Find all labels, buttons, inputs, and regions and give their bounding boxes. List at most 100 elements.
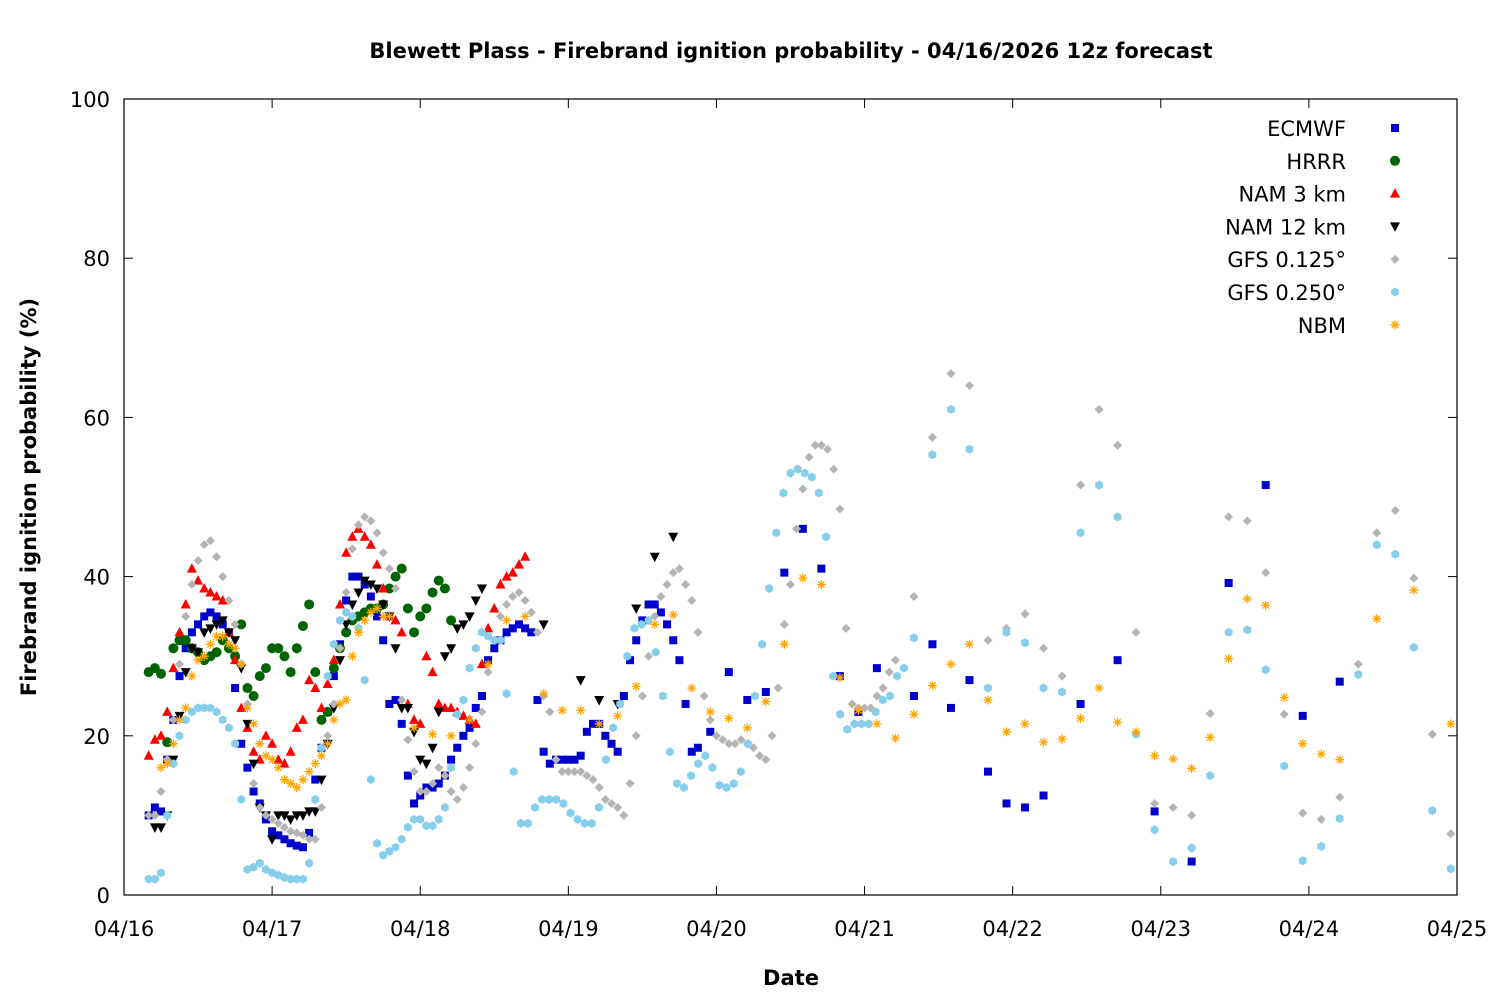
data-point-gfs-0-125: [316, 802, 326, 812]
series-nbm: [156, 573, 1456, 793]
data-point-gfs-0-250: [573, 814, 582, 824]
data-point-gfs-0-125: [631, 731, 641, 741]
data-point-nam-3-km: [279, 758, 290, 768]
data-point-nam-3-km: [513, 559, 524, 569]
data-point-gfs-0-125: [279, 822, 289, 832]
data-point-nam-12-km: [316, 775, 327, 786]
data-point-gfs-0-125: [1168, 802, 1178, 812]
data-point-nam-12-km: [180, 668, 191, 678]
data-point-nbm: [705, 707, 715, 717]
data-point-nam-3-km: [520, 551, 531, 561]
data-point-gfs-0-125: [551, 755, 561, 765]
data-point-gfs-0-125: [619, 810, 629, 820]
data-point-gfs-0-125: [273, 818, 283, 828]
data-point-ecmwf: [613, 747, 622, 756]
data-point-gfs-0-125: [446, 787, 456, 797]
data-point-gfs-0-125: [212, 552, 222, 562]
data-point-gfs-0-125: [354, 520, 364, 530]
data-point-nam-3-km: [378, 583, 389, 593]
data-point-gfs-0-250: [465, 663, 474, 673]
data-point-nbm: [286, 779, 296, 789]
data-point-hrrr: [254, 671, 265, 682]
data-point-gfs-0-125: [773, 683, 783, 693]
data-point-gfs-0-250: [829, 671, 837, 681]
data-point-ecmwf: [533, 695, 542, 704]
data-point-nbm: [304, 767, 314, 777]
data-point-gfs-0-125: [261, 810, 271, 820]
data-point-gfs-0-250: [623, 651, 632, 661]
data-point-nbm: [384, 611, 394, 621]
data-point-hrrr: [310, 667, 321, 678]
data-point-nam-12-km: [470, 596, 481, 606]
data-point-gfs-0-125: [347, 544, 357, 554]
data-point-nam-3-km: [359, 531, 370, 541]
data-point-gfs-0-250: [644, 615, 653, 625]
data-point-nam-12-km: [199, 628, 210, 638]
data-point-ecmwf: [447, 755, 456, 764]
data-point-nam-12-km: [285, 815, 296, 825]
data-point-ecmwf: [780, 568, 789, 577]
data-point-nam-3-km: [483, 622, 494, 633]
data-point-gfs-0-250: [1224, 627, 1233, 637]
data-point-gfs-0-125: [187, 580, 197, 590]
data-point-nbm: [964, 639, 974, 649]
data-point-nam-12-km: [334, 656, 345, 666]
data-point-hrrr: [446, 615, 457, 626]
data-point-nam-12-km: [248, 759, 259, 770]
data-point-nam-3-km: [156, 730, 167, 740]
data-point-ecmwf: [187, 628, 196, 637]
data-point-ecmwf: [471, 703, 480, 712]
data-point-gfs-0-250: [237, 795, 246, 804]
data-point-ecmwf: [724, 668, 733, 677]
data-point-gfs-0-250: [900, 663, 908, 673]
x-tick-label: 04/25: [1427, 917, 1488, 941]
data-point-hrrr: [304, 599, 315, 610]
data-point-gfs-0-125: [1298, 808, 1308, 818]
data-point-nbm: [742, 723, 752, 733]
data-point-gfs-0-250: [502, 689, 511, 699]
data-point-nam-12-km: [476, 584, 487, 595]
data-point-gfs-0-250: [311, 795, 320, 804]
data-point-gfs-0-250: [928, 450, 937, 460]
data-point-hrrr: [316, 714, 327, 725]
data-point-nbm: [613, 711, 623, 721]
data-point-nam-12-km: [538, 620, 549, 630]
data-point-gfs-0-250: [181, 715, 190, 725]
legend-label: GFS 0.250°: [1227, 281, 1346, 305]
data-point-nbm: [310, 759, 320, 769]
data-point-gfs-0-250: [694, 759, 703, 769]
data-point-hrrr: [236, 619, 247, 630]
data-point-gfs-0-125: [483, 667, 493, 677]
legend-marker-gfs-0-125: [1390, 254, 1400, 264]
data-point-hrrr: [285, 667, 296, 678]
data-point-nam-3-km: [316, 702, 327, 712]
data-point-nam-3-km: [489, 602, 500, 613]
data-point-nam-12-km: [421, 759, 432, 770]
data-point-ecmwf: [1224, 578, 1233, 587]
data-point-hrrr: [156, 668, 167, 679]
data-point-hrrr: [421, 603, 432, 614]
data-point-ecmwf: [693, 743, 702, 752]
data-point-nbm: [181, 703, 191, 713]
data-point-gfs-0-125: [570, 767, 580, 777]
data-point-ecmwf: [502, 628, 511, 637]
data-point-ecmwf: [1021, 803, 1030, 812]
data-point-gfs-0-125: [378, 548, 388, 558]
data-point-nbm: [372, 603, 382, 613]
data-point-gfs-0-250: [509, 767, 518, 777]
data-point-gfs-0-250: [453, 709, 462, 719]
data-point-nbm: [1224, 654, 1234, 664]
data-point-hrrr: [297, 620, 308, 631]
data-point-nam-3-km: [260, 730, 271, 740]
data-point-ecmwf: [175, 672, 184, 681]
data-point-ecmwf: [194, 620, 203, 629]
legend-marker-nam-12-km: [1390, 222, 1400, 232]
data-point-nam-12-km: [390, 644, 401, 654]
data-point-gfs-0-125: [304, 834, 314, 844]
data-point-ecmwf: [1261, 481, 1270, 490]
data-point-nam-3-km: [174, 626, 185, 637]
data-point-gfs-0-250: [188, 707, 196, 717]
data-point-nbm: [853, 705, 863, 715]
data-point-nbm: [212, 631, 222, 641]
data-point-nam-3-km: [217, 594, 228, 605]
